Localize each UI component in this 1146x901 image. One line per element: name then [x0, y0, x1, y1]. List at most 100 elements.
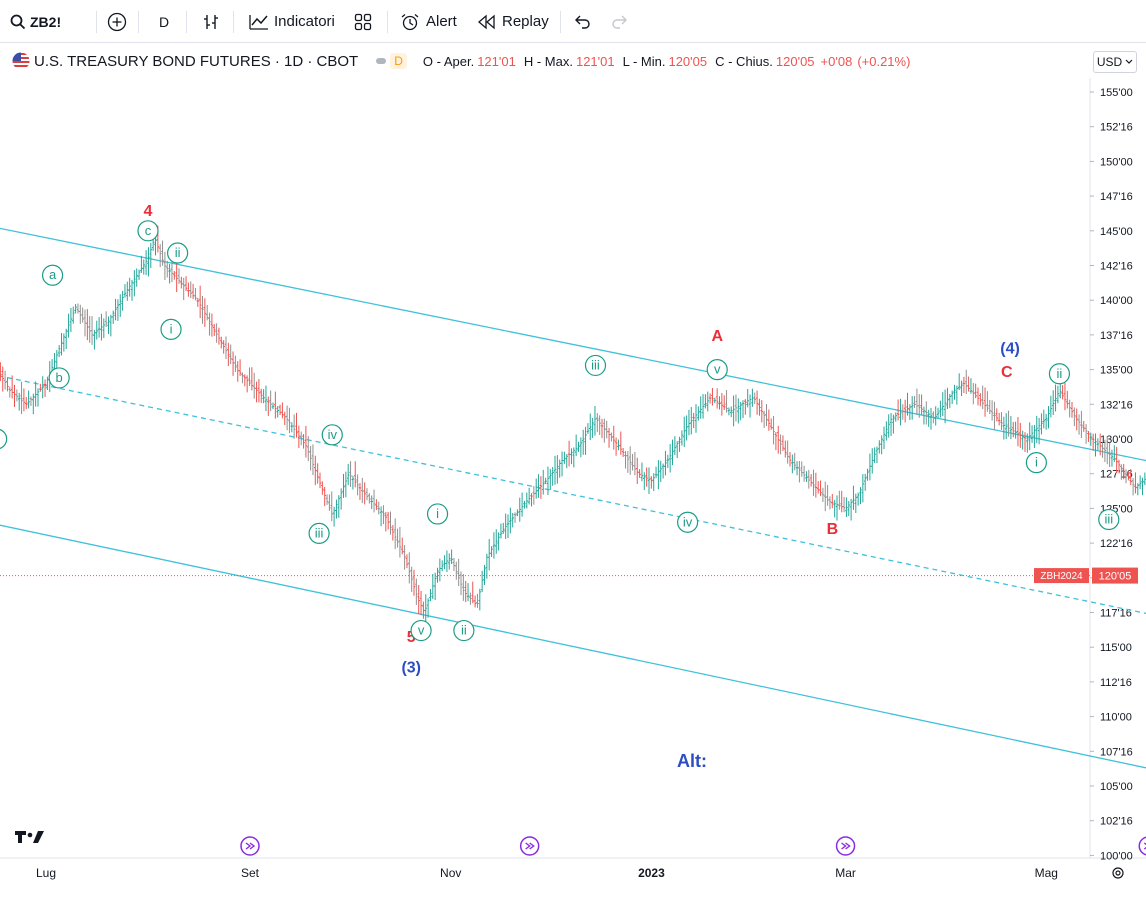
- ohlc-bar: [419, 590, 423, 616]
- wave-label[interactable]: 5: [407, 629, 416, 646]
- wave-label[interactable]: v: [706, 359, 728, 381]
- wave-label[interactable]: iii: [584, 354, 607, 377]
- wave-label[interactable]: ii: [453, 619, 475, 642]
- wave-label[interactable]: 4: [144, 203, 153, 220]
- wave-label[interactable]: iii: [1098, 508, 1120, 531]
- ohlc-bar: [934, 406, 938, 426]
- wave-label[interactable]: B: [827, 521, 839, 538]
- indicators-button[interactable]: Indicatori: [249, 0, 335, 43]
- ohlc-bar: [875, 446, 879, 464]
- time-tick-label: Mag: [1035, 866, 1058, 880]
- alert-button[interactable]: Alert: [400, 0, 457, 43]
- wave-label[interactable]: ii: [1048, 363, 1071, 385]
- ohlc-bar: [417, 584, 421, 615]
- wave-label[interactable]: iii: [308, 522, 330, 544]
- ohlc-bar: [889, 412, 893, 436]
- ohlc-bar: [638, 469, 641, 478]
- time-axis[interactable]: [0, 859, 1090, 901]
- ohlc-bar: [680, 430, 684, 446]
- compare-button[interactable]: [107, 0, 127, 43]
- ohlc-bar: [1110, 449, 1114, 467]
- ohlc-bar: [1089, 432, 1093, 446]
- ohlc-bar: [553, 455, 557, 485]
- ohlc-bar: [1138, 475, 1142, 490]
- ohlc-bar: [882, 426, 886, 450]
- economic-event-icon[interactable]: [835, 836, 856, 856]
- wave-label[interactable]: C: [1001, 364, 1013, 381]
- price-tick-label: 142'16: [1100, 261, 1133, 273]
- wave-label[interactable]: v: [410, 619, 432, 642]
- ohlc-bar: [259, 388, 263, 404]
- ohlc-bar: [878, 440, 881, 454]
- ohlc-bar: [650, 476, 653, 489]
- ohlc-bar: [269, 390, 272, 412]
- ohlc-bar: [396, 528, 399, 548]
- ohlc-bar: [57, 345, 61, 358]
- ohlc-bar: [567, 440, 571, 467]
- wave-label[interactable]: (3): [401, 660, 421, 677]
- currency-button[interactable]: USD: [1093, 51, 1137, 73]
- high-value: 121'01: [575, 53, 615, 69]
- channel-line-upper[interactable]: [0, 203, 1146, 640]
- channel-line-middle[interactable]: [0, 350, 1146, 797]
- wave-label[interactable]: A: [711, 328, 723, 345]
- ohlc-bar: [932, 411, 935, 424]
- ohlc-bar: [823, 481, 827, 512]
- ohlc-bar: [767, 409, 771, 431]
- wave-label[interactable]: iv: [321, 424, 343, 446]
- ohlc-bar: [64, 328, 68, 350]
- ohlc-bar: [845, 497, 848, 517]
- wave-label[interactable]: c: [137, 220, 159, 242]
- undo-button[interactable]: [573, 0, 591, 43]
- ohlc-bar: [46, 376, 49, 391]
- wave-label[interactable]: i: [160, 318, 182, 340]
- ohlc-bar: [612, 425, 616, 450]
- chart-legend: U.S. TREASURY BOND FUTURES · 1D · CBOT D…: [0, 44, 1090, 78]
- wave-label[interactable]: iv: [677, 511, 699, 533]
- ohlc-bar: [1091, 433, 1095, 451]
- ohlc-bar: [596, 413, 599, 433]
- symbol-search[interactable]: ZB2!: [10, 0, 61, 43]
- legend-title[interactable]: U.S. TREASURY BOND FUTURES · 1D · CBOT: [34, 52, 359, 70]
- ohlc-bar: [511, 512, 515, 528]
- price-tick-label: 132'16: [1100, 399, 1133, 411]
- ohlc-bar: [1105, 436, 1109, 465]
- symbol-price-tag: [1034, 568, 1089, 584]
- price-chart[interactable]: 155'00 152'16 150'00 147'16 145'00 142'16 140'…: [0, 44, 1146, 901]
- ohlc-bar: [955, 385, 959, 405]
- ohlc-bar: [1021, 430, 1024, 450]
- ohlc-bar: [713, 397, 717, 404]
- ohlc-bar: [821, 487, 825, 502]
- currency-label: USD: [1096, 55, 1123, 69]
- wave-label[interactable]: ii: [167, 242, 189, 264]
- ohlc-bar: [236, 361, 240, 382]
- tradingview-logo[interactable]: [15, 831, 44, 843]
- chart-type-button[interactable]: [202, 0, 220, 43]
- settings-icon[interactable]: [1112, 867, 1124, 879]
- ohlc-bar: [643, 472, 646, 491]
- ohlc-bar: [365, 488, 369, 501]
- ohlc-bar: [579, 437, 583, 458]
- replay-button[interactable]: Replay: [478, 0, 549, 43]
- economic-event-icon[interactable]: [519, 836, 540, 856]
- price-axis[interactable]: [1090, 78, 1146, 858]
- ohlc-bar: [163, 251, 167, 281]
- wave-label[interactable]: b: [48, 367, 70, 389]
- ohlc-bar: [1127, 471, 1130, 481]
- economic-event-icon[interactable]: [240, 836, 260, 856]
- wave-label[interactable]: i: [426, 503, 449, 525]
- ohlc-bar: [370, 495, 374, 510]
- ohlc-bar: [920, 394, 923, 415]
- wave-label[interactable]: v: [0, 428, 8, 450]
- redo-button[interactable]: [611, 0, 629, 43]
- wave-label[interactable]: i: [1025, 451, 1047, 474]
- wave-label[interactable]: (4): [1000, 340, 1020, 357]
- interval-button[interactable]: D: [159, 0, 169, 43]
- channel-line-lower[interactable]: [0, 499, 1146, 858]
- ohlc-bar: [267, 396, 270, 416]
- ohlc-bar: [60, 332, 63, 356]
- wave-label[interactable]: a: [41, 264, 64, 286]
- legend-dot: [376, 58, 387, 64]
- layouts-button[interactable]: [354, 0, 372, 43]
- ohlc-bar: [753, 392, 757, 405]
